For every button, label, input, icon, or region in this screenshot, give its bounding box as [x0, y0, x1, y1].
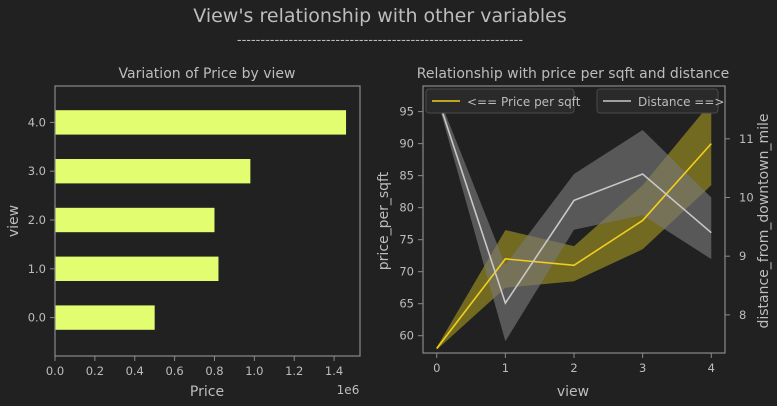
- figure-subline: ----------------------------------------…: [237, 33, 523, 48]
- left-y-tick-label-1: 65: [399, 297, 414, 311]
- bar-chart-frame: [54, 85, 361, 357]
- line-x-tick-label-2: 2: [570, 361, 577, 375]
- distance-ci-band: [436, 91, 712, 342]
- bar-chart: Variation of Price by view Price view 1e…: [6, 66, 361, 400]
- line-axes: 0 1 2 3 4 60 65 70 75 80 85 90 95 8 9 10 11: [399, 85, 754, 375]
- left-y-tick-label-6: 90: [399, 137, 414, 151]
- bar-chart-x-offset-label: 1e6: [337, 383, 360, 397]
- line-chart-title: Relationship with price per sqft and dis…: [417, 66, 729, 82]
- line-x-tick-label-3: 3: [639, 361, 646, 375]
- y-tick-label-4: 4.0: [28, 115, 46, 129]
- y-tick-label-1: 1.0: [28, 262, 46, 276]
- line-chart-ylabel-left: price_per_sqft: [376, 171, 392, 270]
- left-y-tick-label-2: 70: [399, 265, 414, 279]
- price-line: [436, 143, 712, 350]
- bar-1: [55, 256, 219, 281]
- y-tick-label-3: 3.0: [28, 164, 46, 178]
- line-x-tick-label-0: 0: [433, 361, 440, 375]
- x-tick-label-2: 0.4: [126, 364, 144, 378]
- y-tick-label-2: 2.0: [28, 213, 46, 227]
- x-tick-label-3: 0.6: [165, 364, 183, 378]
- right-y-tick-label-0: 8: [739, 308, 746, 322]
- legend-box-price: [425, 88, 575, 114]
- line-marks: [435, 91, 712, 350]
- x-tick-label-1: 0.2: [86, 364, 104, 378]
- bar-chart-title: Variation of Price by view: [119, 66, 296, 82]
- distance-line: [435, 94, 712, 305]
- right-y-tick-label-1: 9: [739, 249, 746, 263]
- legend-box-distance: [596, 88, 719, 114]
- bar-chart-xlabel: Price: [190, 384, 224, 400]
- left-y-tick-label-3: 75: [399, 233, 414, 247]
- line-x-tick-label-4: 4: [708, 361, 715, 375]
- x-tick-label-0: 0.0: [46, 364, 64, 378]
- figure-suptitle: View's relationship with other variables: [193, 5, 567, 27]
- left-y-tick-label-0: 60: [399, 329, 414, 343]
- line-legend: <== Price per sqft Distance ==>: [425, 88, 724, 114]
- line-chart-ylabel-right: distance_from_downtown_mile: [756, 113, 772, 328]
- x-tick-label-7: 1.4: [325, 364, 343, 378]
- left-y-tick-label-7: 95: [399, 105, 414, 119]
- legend-label-price: <== Price per sqft: [467, 95, 581, 109]
- bar-2: [55, 207, 215, 233]
- bar-3: [55, 159, 251, 184]
- line-chart: Relationship with price per sqft and dis…: [376, 66, 772, 400]
- bar-marks: [55, 110, 347, 330]
- bar-axes: 0.0 1.0 2.0 3.0 4.0 0.0 0.2 0.4 0.6 0.8 1.0 1.2 1.4: [28, 85, 361, 378]
- bar-4: [55, 110, 347, 135]
- line-x-tick-label-1: 1: [502, 361, 509, 375]
- bar-chart-ylabel: view: [6, 205, 22, 237]
- line-chart-xlabel: view: [557, 384, 589, 400]
- x-tick-label-5: 1.0: [245, 364, 263, 378]
- x-tick-label-6: 1.2: [285, 364, 303, 378]
- line-chart-frame: [422, 85, 726, 354]
- y-tick-label-0: 0.0: [28, 311, 46, 325]
- left-y-tick-label-4: 80: [399, 201, 414, 215]
- price-ci-band: [436, 102, 712, 350]
- x-tick-label-4: 0.8: [205, 364, 223, 378]
- bar-0: [55, 305, 155, 330]
- left-y-tick-label-5: 85: [399, 169, 414, 183]
- right-y-tick-label-3: 11: [739, 132, 754, 146]
- legend-label-distance: Distance ==>: [638, 95, 724, 109]
- right-y-tick-label-2: 10: [739, 190, 754, 204]
